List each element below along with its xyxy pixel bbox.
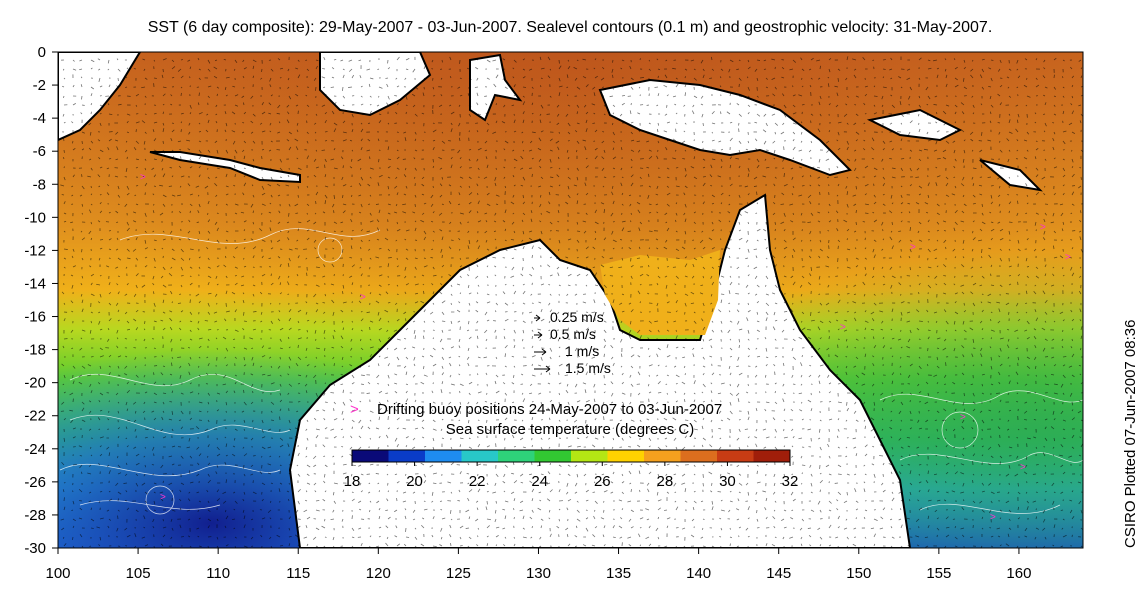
- colorbar-swatch: [680, 450, 718, 462]
- buoy-marker: >: [160, 492, 166, 503]
- colorbar-swatch: [644, 450, 681, 462]
- buoy-marker: >: [1065, 252, 1071, 263]
- colorbar-tick-label: 24: [531, 473, 548, 490]
- y-tick-label: -10: [24, 209, 46, 226]
- java-island: [149, 151, 301, 184]
- gulf-of-carpentaria-coast: [600, 250, 720, 335]
- y-tick-label: -4: [33, 110, 46, 127]
- colorbar-swatch: [717, 450, 754, 462]
- velocity-legend-label: 0.25 m/s: [550, 309, 604, 325]
- sumatra-coast: [58, 52, 142, 142]
- x-tick-label: 140: [686, 565, 711, 582]
- buoy-legend-label: Drifting buoy positions 24-May-2007 to 0…: [377, 401, 722, 418]
- x-tick-label: 145: [766, 565, 791, 582]
- sst-colorbar: [351, 449, 791, 463]
- y-tick-label: -18: [24, 342, 46, 359]
- y-tick-label: -30: [24, 540, 46, 557]
- colorbar-title: Sea surface temperature (degrees C): [446, 421, 694, 438]
- buoy-legend-symbol: >: [350, 401, 359, 418]
- buoy-marker: >: [360, 292, 366, 303]
- y-tick-label: -22: [24, 408, 46, 425]
- y-tick-label: -2: [33, 77, 46, 94]
- velocity-legend: 0.25 m/s0.5 m/s1 m/s1.5 m/s: [534, 309, 611, 376]
- colorbar-swatch: [388, 450, 426, 462]
- colorbar-swatch: [425, 450, 462, 462]
- colorbar-tick-label: 30: [719, 473, 736, 490]
- longitude-axis: 100 105 110 115 120 125 130 135 140 145 150 155 160: [45, 548, 1031, 582]
- sulawesi-island: [469, 53, 523, 122]
- x-tick-label: 150: [846, 565, 871, 582]
- colorbar-ticks: 18 20 22 24 26 28 30 32: [344, 462, 799, 490]
- colorbar-tick-label: 32: [782, 473, 799, 490]
- colorbar-swatch: [571, 450, 608, 462]
- x-tick-label: 125: [446, 565, 471, 582]
- colorbar-tick-label: 22: [469, 473, 486, 490]
- drifting-buoy-positions: > > > > > > > > > >: [140, 172, 1071, 523]
- y-tick-label: -14: [24, 275, 46, 292]
- solomon-islands: [979, 159, 1043, 192]
- x-tick-label: 160: [1006, 565, 1031, 582]
- colorbar-swatch: [461, 450, 499, 462]
- buoy-marker: >: [1040, 222, 1046, 233]
- colorbar-swatch: [607, 450, 645, 462]
- colorbar-tick-label: 28: [657, 473, 674, 490]
- buoy-marker: >: [910, 242, 916, 253]
- colorbar-swatch: [352, 450, 389, 462]
- x-tick-label: 115: [286, 565, 310, 582]
- borneo-island: [319, 52, 432, 117]
- colorbar-tick-label: 26: [594, 473, 611, 490]
- y-tick-label: -20: [24, 375, 46, 392]
- y-tick-label: -28: [24, 507, 46, 524]
- geostrophic-velocity-field: [60, 56, 1083, 548]
- buoy-marker: >: [840, 322, 846, 333]
- sealevel-contours: [59, 228, 1083, 515]
- velocity-legend-label: 1.5 m/s: [565, 360, 611, 376]
- colorbar-swatch: [753, 450, 791, 462]
- buoy-marker: >: [990, 512, 996, 523]
- velocity-legend-label: 1 m/s: [565, 343, 599, 359]
- y-tick-label: -26: [24, 474, 46, 491]
- x-tick-label: 155: [926, 565, 951, 582]
- credit-text: CSIRO Plotted 07-Jun-2007 08:36: [1122, 319, 1139, 548]
- x-tick-label: 130: [526, 565, 551, 582]
- y-tick-label: 0: [38, 44, 46, 61]
- new-guinea-island: [598, 78, 852, 177]
- latitude-axis: 0 -2 -4 -6 -8 -10 -12 -14 -16 -18 -20 -22 -24 -26 -28 -…: [24, 44, 58, 557]
- y-tick-label: -8: [33, 176, 46, 193]
- buoy-marker: >: [140, 172, 146, 183]
- y-tick-label: -24: [24, 441, 46, 458]
- x-tick-label: 105: [126, 565, 151, 582]
- buoy-marker: >: [1020, 462, 1026, 473]
- x-tick-label: 120: [366, 565, 391, 582]
- plot-frame: [57, 51, 1084, 549]
- x-tick-label: 135: [606, 565, 631, 582]
- y-tick-label: -12: [24, 242, 46, 259]
- x-tick-label: 100: [45, 565, 70, 582]
- colorbar-swatch: [498, 450, 535, 462]
- buoy-marker: >: [960, 412, 966, 423]
- new-britain-island: [866, 108, 963, 142]
- y-tick-label: -16: [24, 309, 46, 326]
- velocity-legend-label: 0.5 m/s: [550, 326, 596, 342]
- map-title: SST (6 day composite): 29-May-2007 - 03-…: [147, 19, 993, 36]
- colorbar-tick-label: 20: [406, 473, 423, 490]
- buoy-legend: > Drifting buoy positions 24-May-2007 to…: [350, 401, 722, 418]
- x-tick-label: 110: [206, 565, 230, 582]
- colorbar-tick-label: 18: [344, 473, 361, 490]
- colorbar-swatch: [534, 450, 572, 462]
- y-tick-label: -6: [33, 143, 46, 160]
